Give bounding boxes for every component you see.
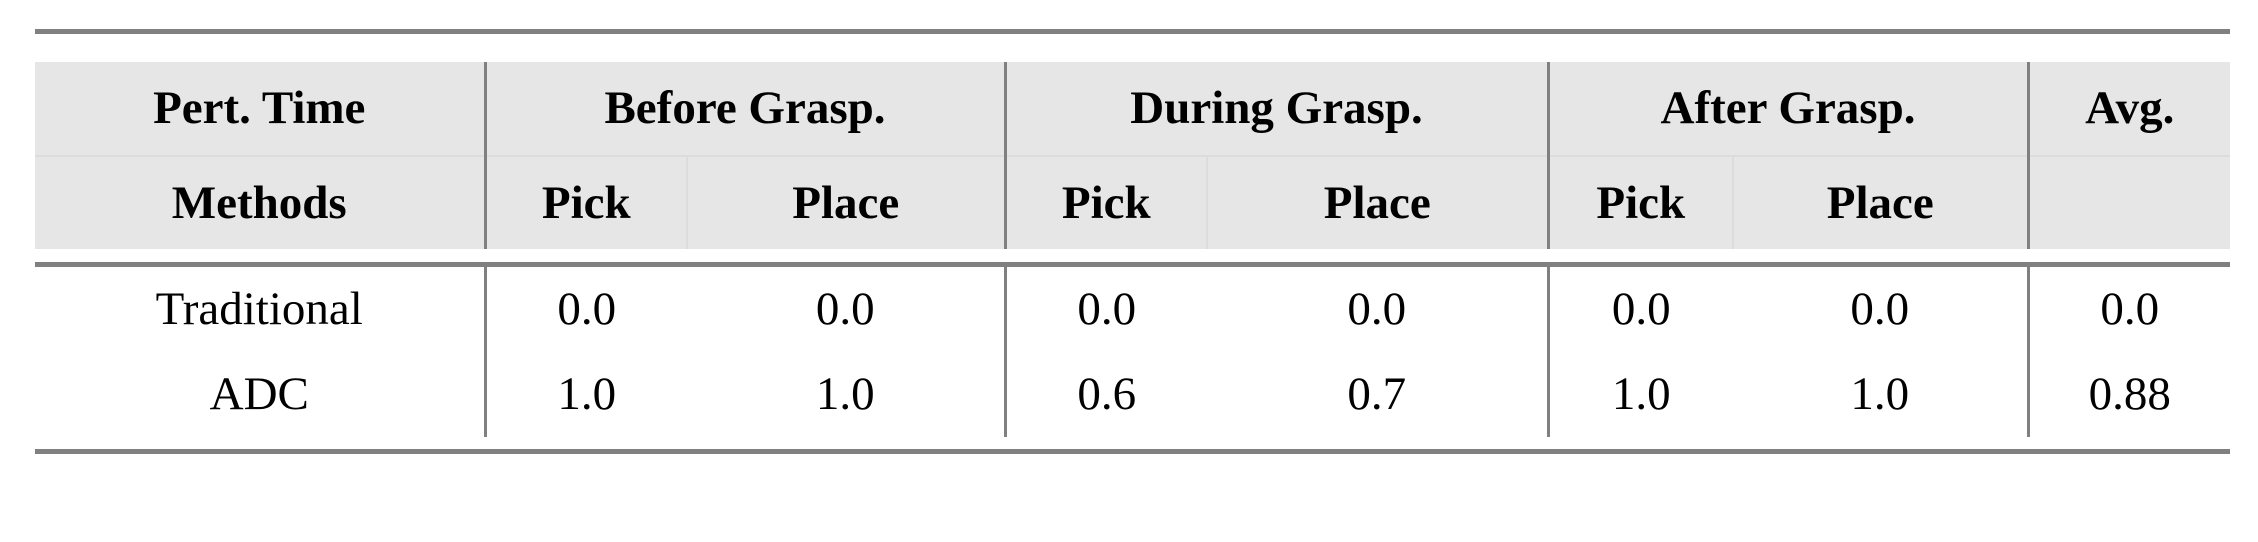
header-during-place: Place: [1206, 155, 1548, 249]
table-top-rule: [35, 29, 2230, 34]
header-avg-blank: [2026, 155, 2230, 249]
header-before-place: Place: [686, 155, 1005, 249]
header-after-place: Place: [1732, 155, 2028, 249]
cell-adc-after-pick: 1.0: [1546, 352, 1733, 437]
results-table-body: Traditional 0.0 0.0 0.0 0.0 0.0 0.0 0.0 …: [35, 267, 2230, 437]
cell-traditional-after-place: 0.0: [1733, 267, 2028, 352]
header-group-before-grasp: Before Grasp.: [483, 62, 1005, 156]
row-method-traditional: Traditional: [35, 267, 485, 352]
cell-traditional-before-place: 0.0: [687, 267, 1005, 352]
cell-traditional-before-pick: 0.0: [483, 267, 687, 352]
cell-traditional-avg: 0.0: [2026, 267, 2230, 352]
cell-adc-before-place: 1.0: [687, 352, 1005, 437]
cell-adc-during-place: 0.7: [1207, 352, 1548, 437]
results-table: Pert. Time Before Grasp. During Grasp. A…: [35, 62, 2230, 249]
header-group-after-grasp: After Grasp.: [1546, 62, 2028, 156]
results-table-container: Pert. Time Before Grasp. During Grasp. A…: [35, 29, 2230, 454]
table-bottom-rule: [35, 449, 2230, 454]
header-group-during-grasp: During Grasp.: [1003, 62, 1548, 156]
header-during-pick: Pick: [1003, 155, 1207, 249]
table-row: Traditional 0.0 0.0 0.0 0.0 0.0 0.0 0.0: [35, 267, 2230, 352]
top-rule-spacer: [35, 34, 2230, 62]
cell-adc-during-pick: 0.6: [1003, 352, 1207, 437]
header-methods: Methods: [35, 155, 485, 249]
cell-traditional-during-place: 0.0: [1207, 267, 1548, 352]
row-method-adc: ADC: [35, 352, 485, 437]
header-body-spacer-upper: [35, 249, 2230, 262]
cell-adc-before-pick: 1.0: [483, 352, 687, 437]
header-after-pick: Pick: [1546, 155, 1733, 249]
table-row: ADC 1.0 1.0 0.6 0.7 1.0 1.0 0.88: [35, 352, 2230, 437]
header-pert-time: Pert. Time: [35, 62, 485, 156]
header-row-groups: Pert. Time Before Grasp. During Grasp. A…: [35, 62, 2230, 156]
cell-adc-after-place: 1.0: [1733, 352, 2028, 437]
table-midrule: [35, 262, 2230, 267]
header-avg: Avg.: [2026, 62, 2230, 156]
cell-adc-avg: 0.88: [2026, 352, 2230, 437]
cell-traditional-after-pick: 0.0: [1546, 267, 1733, 352]
header-row-subcolumns: Methods Pick Place Pick Place Pick Place: [35, 155, 2230, 249]
body-bottom-spacer: [35, 437, 2230, 449]
cell-traditional-during-pick: 0.0: [1003, 267, 1207, 352]
header-before-pick: Pick: [483, 155, 687, 249]
